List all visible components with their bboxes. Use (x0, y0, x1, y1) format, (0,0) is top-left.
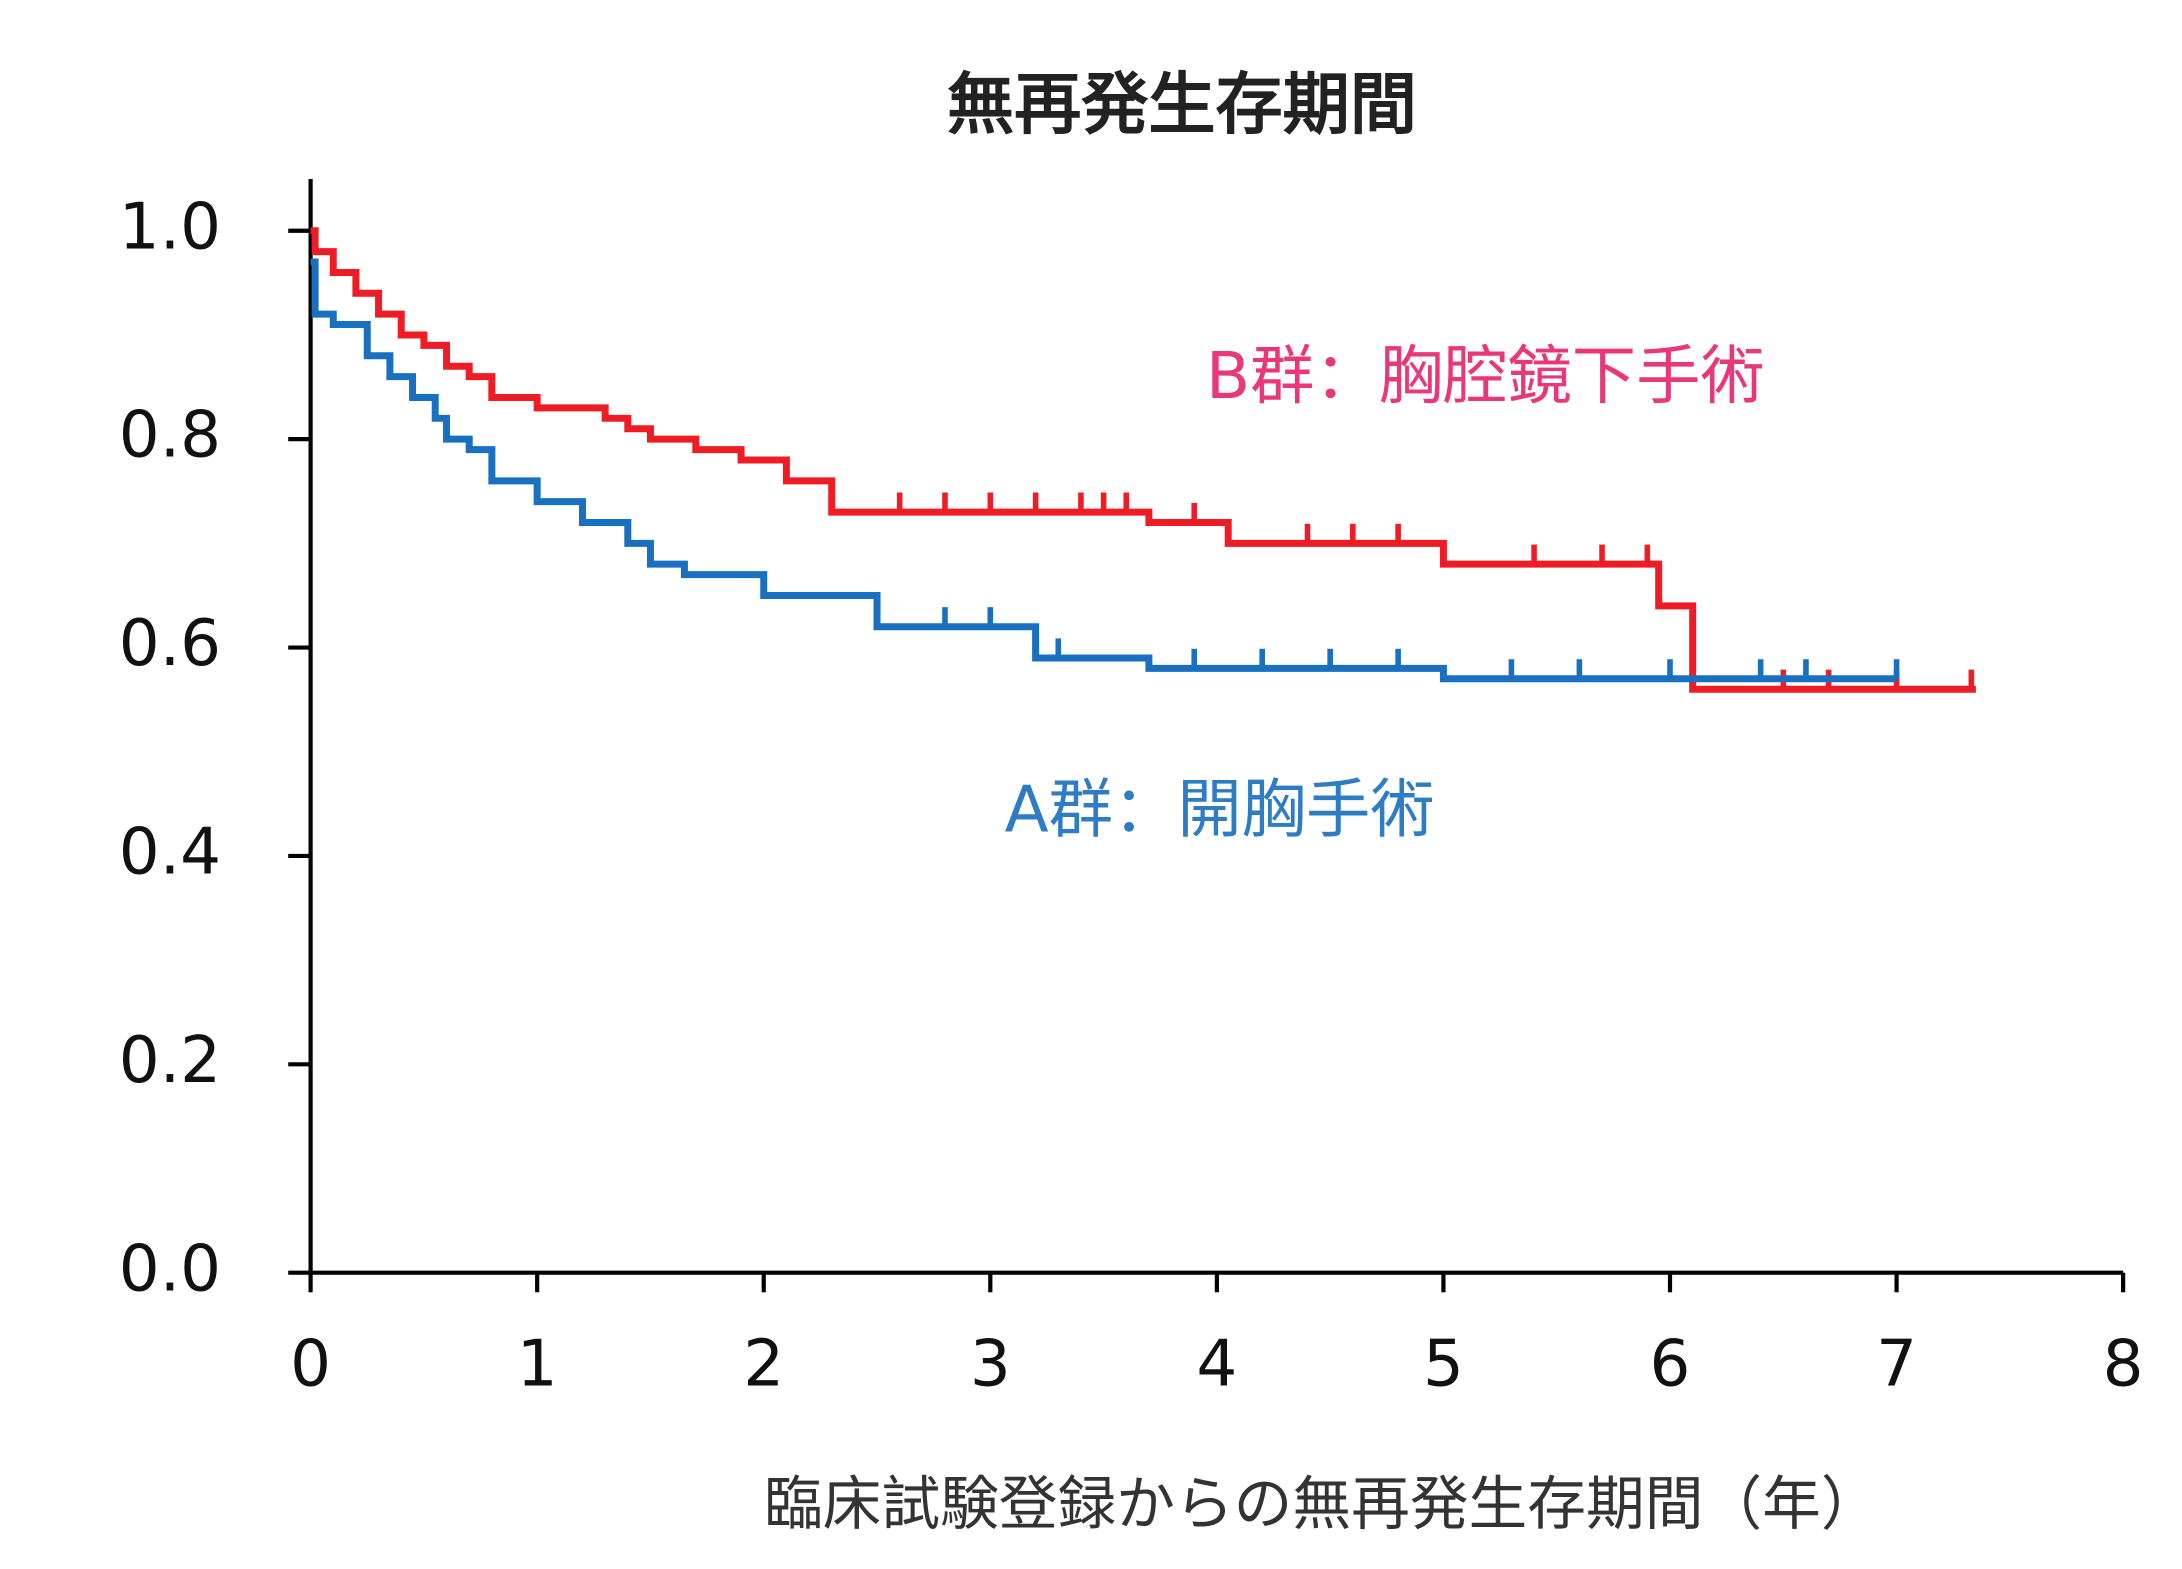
x-tick-label: 4 (1196, 1326, 1237, 1401)
x-tick-label: 0 (290, 1326, 331, 1401)
survival-curve (310, 227, 1976, 693)
x-tick-label: 6 (1650, 1326, 1691, 1401)
series-label: B群：胸腔鏡下手術 (1206, 339, 1765, 414)
chart-title: 無再発生存期間 (947, 66, 1417, 144)
x-axis-label: 臨床試験登録からの無再発生存期間（年） (764, 1469, 1880, 1538)
y-tick-label: 0.2 (119, 1023, 221, 1098)
x-tick-label: 8 (2103, 1326, 2144, 1401)
y-tick-label: 1.0 (119, 189, 221, 264)
x-tick-label: 5 (1423, 1326, 1464, 1401)
survival-curve (310, 258, 1897, 683)
series-label: A群：開胸手術 (1005, 773, 1435, 848)
y-tick-label: 0.6 (119, 606, 221, 681)
x-tick-label: 2 (743, 1326, 784, 1401)
y-tick-label: 0.8 (119, 398, 221, 473)
y-tick-label: 0.4 (119, 815, 221, 890)
y-tick-label: 0.0 (119, 1231, 221, 1306)
x-tick-label: 1 (517, 1326, 558, 1401)
x-tick-label: 7 (1876, 1326, 1917, 1401)
x-tick-label: 3 (970, 1326, 1011, 1401)
